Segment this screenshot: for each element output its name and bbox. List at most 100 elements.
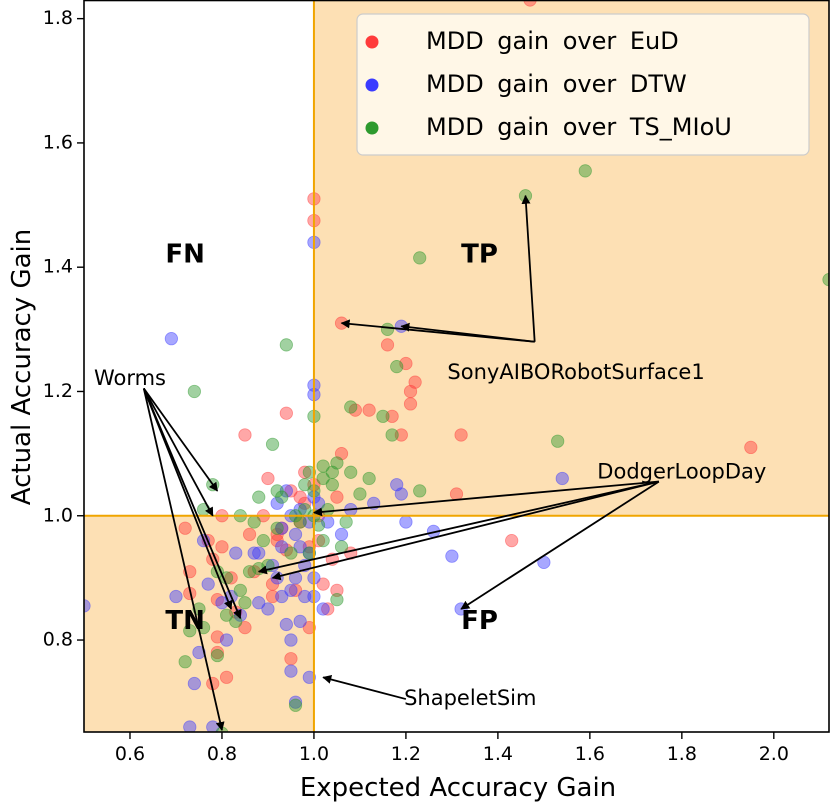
legend-marker xyxy=(365,78,379,92)
eud-point xyxy=(321,602,335,616)
eud-point xyxy=(380,338,395,352)
tsmiou-point xyxy=(219,608,234,622)
eud-point xyxy=(279,406,293,420)
x-tick-label: 1.2 xyxy=(391,743,421,765)
tsmiou-point xyxy=(279,338,293,352)
eud-point xyxy=(284,484,298,498)
annotation-arrow xyxy=(142,388,242,620)
tsmiou-point xyxy=(265,437,280,451)
eud-point xyxy=(311,534,326,548)
y-tick-label: 1.4 xyxy=(43,256,73,278)
tsmiou-point xyxy=(325,478,339,492)
eud-point xyxy=(454,428,468,442)
tsmiou-point xyxy=(339,515,353,529)
annotation-arrow xyxy=(271,480,660,581)
quadrant-label-fn: FN xyxy=(165,239,205,269)
axes-frame xyxy=(83,0,830,733)
x-tick-label: 2.0 xyxy=(759,743,789,765)
dtw-point xyxy=(399,515,413,529)
dtw-point xyxy=(187,676,201,691)
eud-point xyxy=(394,428,408,442)
y-tick-label: 1.8 xyxy=(43,7,73,29)
tsmiou-point xyxy=(178,655,192,669)
eud-point xyxy=(178,521,192,535)
dtw-point xyxy=(445,549,459,563)
y-tick-label: 1.0 xyxy=(43,504,73,526)
dtw-point xyxy=(394,487,408,501)
tsmiou-point xyxy=(256,534,270,548)
dtw-point xyxy=(247,546,261,560)
dtw-point xyxy=(298,589,312,604)
tsmiou-point xyxy=(316,459,330,473)
eud-point xyxy=(210,645,224,660)
tsmiou-point xyxy=(311,518,326,532)
legend-entry: MDD gain over TS_MIoU xyxy=(426,113,732,141)
tsmiou-point xyxy=(284,546,298,560)
annotation-label: ShapeletSim xyxy=(404,686,536,710)
tsmiou-point xyxy=(316,534,330,548)
tsmiou-point xyxy=(288,698,303,712)
y-tick-label: 1.6 xyxy=(43,131,73,153)
eud-point xyxy=(293,490,307,504)
annotation-arrow xyxy=(142,387,214,517)
tsmiou-point xyxy=(293,515,307,529)
eud-point xyxy=(215,540,229,554)
eud-point xyxy=(224,571,238,585)
legend-marker xyxy=(365,121,379,135)
x-tick-label: 1.6 xyxy=(575,743,605,765)
legend-entry: MDD gain over EuD xyxy=(426,27,679,55)
tsmiou-point xyxy=(196,621,211,635)
annotation-arrow xyxy=(313,480,659,517)
y-tick-label: 1.2 xyxy=(43,380,73,402)
eud-point xyxy=(302,621,316,635)
dtw-point xyxy=(284,583,298,597)
dtw-point xyxy=(229,546,243,560)
dtw-point xyxy=(293,540,307,554)
annotation-label: Worms xyxy=(94,366,166,390)
tsmiou-point xyxy=(376,409,390,423)
quadrant-label-fp: FP xyxy=(461,606,498,636)
tsmiou-point xyxy=(385,428,399,442)
tsmiou-point xyxy=(238,596,252,610)
x-tick-label: 1.0 xyxy=(299,743,329,765)
legend-marker xyxy=(365,35,379,49)
dtw-point xyxy=(261,602,275,616)
annotation-arrow xyxy=(143,387,219,492)
eud-point xyxy=(403,397,418,411)
tsmiou-point xyxy=(344,465,358,479)
eud-point xyxy=(330,583,344,597)
dtw-point xyxy=(279,617,293,632)
dtw-point xyxy=(293,614,307,628)
annotation-label: DodgerLoopDay xyxy=(597,459,766,483)
tsmiou-point xyxy=(275,490,289,504)
dtw-point xyxy=(192,645,206,660)
dtw-point xyxy=(252,596,266,610)
tsmiou-point xyxy=(413,484,427,498)
axes: 0.6 0.8 1.0 1.2 1.4 1.6 1.8 2.0 0.8 1.0 1.2 1.4 1.6 1… xyxy=(43,0,830,765)
eud-point xyxy=(219,670,234,684)
legend-box xyxy=(356,13,810,156)
tsmiou-point xyxy=(380,322,395,336)
dtw-point xyxy=(288,527,303,541)
annotation-arrow xyxy=(460,480,660,610)
eud-point xyxy=(330,490,344,504)
eud-point xyxy=(385,409,399,423)
x-tick-label: 1.8 xyxy=(667,743,697,765)
x-tick-label: 1.4 xyxy=(483,743,513,765)
eud-point xyxy=(505,534,519,548)
dtw-point xyxy=(201,577,215,591)
annotation-arrow xyxy=(142,388,225,732)
dtw-point xyxy=(275,521,289,535)
tsmiou-point xyxy=(298,478,312,492)
eud-point xyxy=(265,589,280,604)
dtw-point xyxy=(334,527,349,541)
tsmiou-point xyxy=(302,465,316,479)
tsmiou-point xyxy=(242,565,257,579)
x-axis-label: Expected Accuracy Gain xyxy=(300,773,616,803)
eud-point xyxy=(523,0,537,7)
tsmiou-point xyxy=(362,471,376,486)
dtw-point xyxy=(169,589,183,604)
legend: MDD gain over EuD MDD gain over DTW MDD ga… xyxy=(356,13,810,156)
dtw-point xyxy=(219,633,234,647)
